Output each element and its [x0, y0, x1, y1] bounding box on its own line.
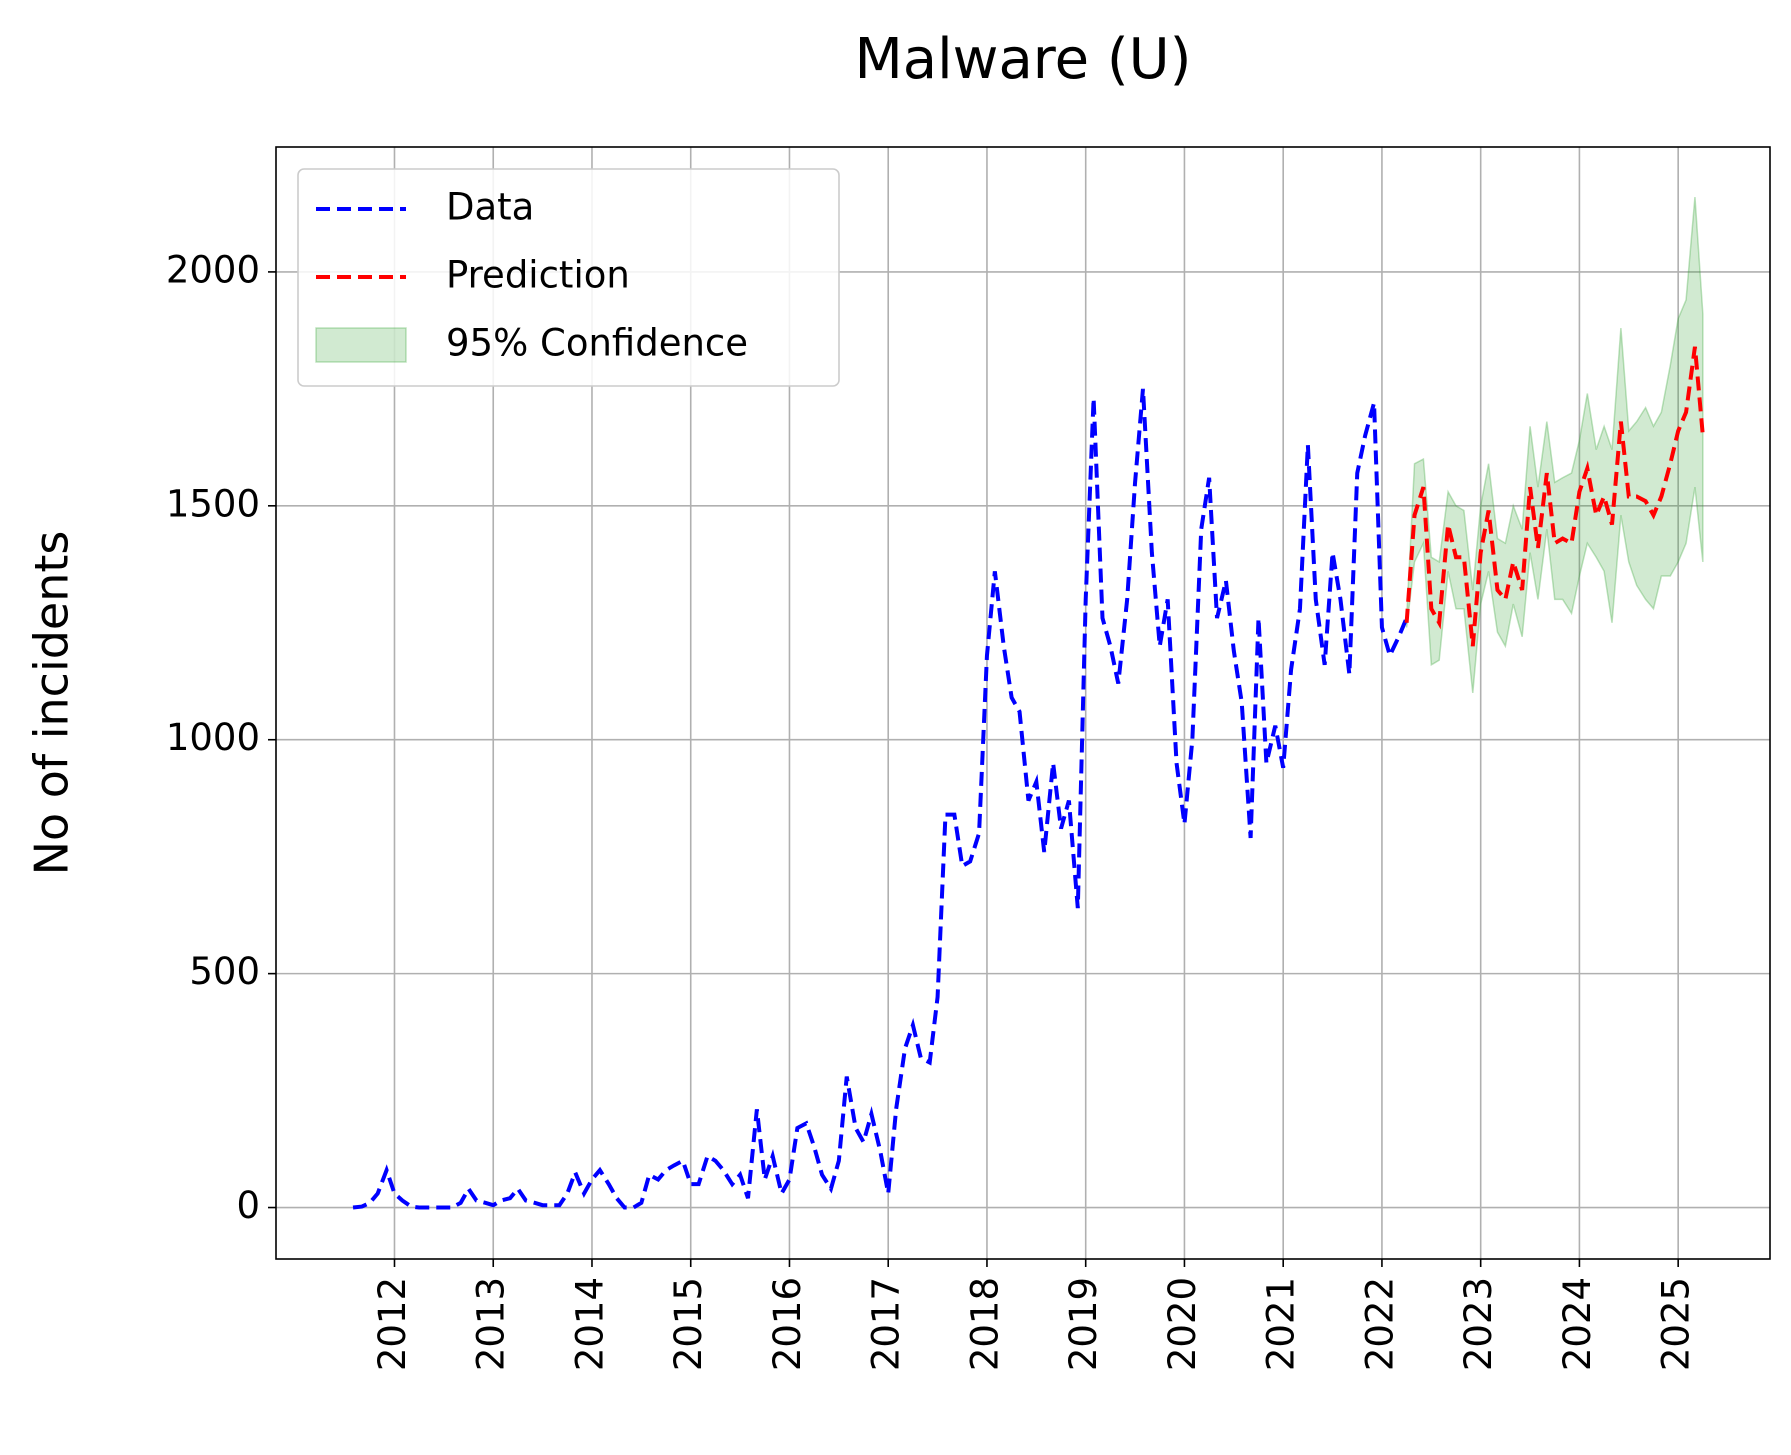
data-line [352, 388, 1409, 1210]
chart-title: Malware (U) [854, 27, 1191, 92]
x-tick-label: 2013 [470, 1277, 513, 1371]
x-tick-label: 2016 [766, 1277, 809, 1371]
y-tick-label: 0 [236, 1184, 260, 1227]
x-tick-label: 2019 [1062, 1277, 1105, 1371]
x-tick-label: 2012 [371, 1277, 414, 1371]
x-tick-label: 2018 [963, 1277, 1006, 1371]
legend-label: 95% Confidence [446, 322, 748, 365]
confidence-band [1405, 196, 1704, 694]
x-tick-label: 2023 [1457, 1277, 1500, 1371]
legend-label: Data [446, 186, 534, 229]
x-tick-label: 2015 [667, 1277, 710, 1371]
y-tick-label: 2000 [166, 248, 260, 291]
legend-handle [315, 327, 407, 363]
y-tick-label: 1000 [166, 716, 260, 759]
x-tick-label: 2022 [1358, 1277, 1401, 1371]
legend-box [297, 168, 840, 387]
y-tick-label: 1500 [166, 482, 260, 525]
plot-frame [275, 146, 1771, 1260]
x-tick-label: 2021 [1260, 1277, 1303, 1371]
y-axis-label: No of incidents [25, 531, 79, 876]
x-tick-label: 2017 [865, 1277, 908, 1371]
x-tick-label: 2020 [1161, 1277, 1204, 1371]
x-tick-label: 2025 [1655, 1277, 1698, 1371]
y-tick-label: 500 [189, 950, 260, 993]
legend-label: Prediction [446, 254, 630, 297]
x-tick-label: 2014 [568, 1277, 611, 1371]
x-tick-label: 2024 [1556, 1277, 1599, 1371]
data-line [1404, 346, 1705, 647]
